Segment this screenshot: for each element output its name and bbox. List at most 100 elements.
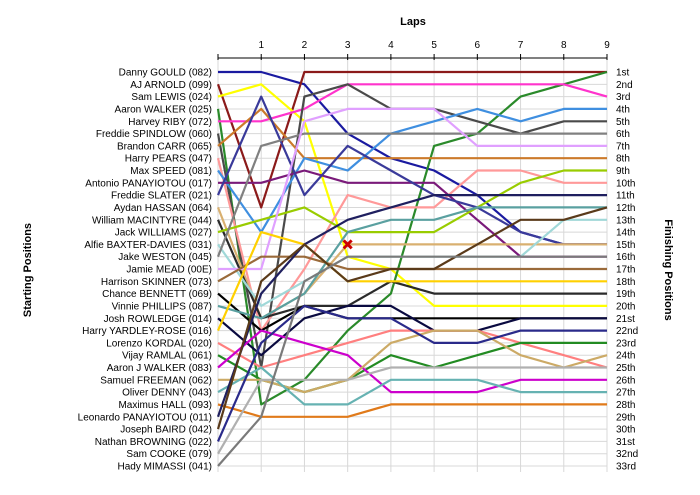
x-tick-label: 7 bbox=[518, 40, 524, 51]
starting-position-label: Antonio PANAYIOTOU (017) bbox=[85, 178, 212, 189]
finishing-position-label: 9th bbox=[616, 166, 630, 177]
finishing-position-label: 17th bbox=[616, 265, 635, 276]
series-line bbox=[217, 329, 607, 394]
finishing-position-label: 19th bbox=[616, 289, 635, 300]
finishing-position-label: 7th bbox=[616, 141, 630, 152]
finishing-position-label: 2nd bbox=[616, 80, 633, 91]
starting-position-label: Jack WILLIAMS (027) bbox=[115, 228, 212, 239]
retirement-marker bbox=[342, 239, 353, 250]
series-line bbox=[218, 107, 607, 271]
x-axis-title: Laps bbox=[400, 16, 426, 28]
starting-position-label: Josh ROWLEDGE (014) bbox=[104, 314, 212, 325]
starting-position-label: Aaron J WALKER (083) bbox=[107, 363, 212, 374]
series-line bbox=[217, 366, 607, 406]
starting-position-label: Aydan HASSAN (064) bbox=[114, 203, 212, 214]
finishing-position-label: 29th bbox=[616, 412, 635, 423]
finishing-position-label: 28th bbox=[616, 400, 635, 411]
finishing-position-label: 11th bbox=[616, 191, 635, 202]
finishing-position-label: 33rd bbox=[616, 462, 636, 473]
finishing-position-label: 5th bbox=[616, 117, 630, 128]
x-tick-label: 4 bbox=[388, 40, 394, 51]
starting-position-label: Brandon CARR (065) bbox=[117, 141, 212, 152]
series-line bbox=[217, 169, 607, 234]
x-tick-label: 1 bbox=[258, 40, 264, 51]
starting-position-label: Chance BENNETT (069) bbox=[102, 289, 212, 300]
axis-labels: 1 2 3 4 5 6 7 8 9 Danny GOULD (082)AJ ARNOLD (099… bbox=[78, 40, 639, 473]
finishing-position-label: 1st bbox=[616, 68, 630, 79]
starting-position-label: Vijay RAMLAL (061) bbox=[122, 351, 212, 362]
finishing-position-label: 21st bbox=[616, 314, 635, 325]
starting-position-label: Lorenzo KORDAL (020) bbox=[106, 338, 212, 349]
finishing-position-label: 18th bbox=[616, 277, 635, 288]
finishing-position-label: 22nd bbox=[616, 326, 638, 337]
starting-position-label: Joseph BAIRD (042) bbox=[120, 425, 212, 436]
finishing-position-label: 24th bbox=[616, 351, 635, 362]
finishing-position-label: 16th bbox=[616, 252, 635, 263]
series-line bbox=[217, 255, 607, 467]
starting-position-label: Danny GOULD (082) bbox=[119, 68, 212, 79]
starting-position-label: Oliver DENNY (043) bbox=[122, 388, 212, 399]
series-line bbox=[216, 206, 608, 430]
series-line bbox=[216, 219, 607, 320]
starting-position-label: Max SPEED (081) bbox=[130, 166, 212, 177]
finishing-position-label: 6th bbox=[616, 129, 630, 140]
series-line bbox=[216, 304, 607, 442]
markers bbox=[342, 239, 353, 250]
finishing-position-label: 3rd bbox=[616, 92, 630, 103]
y-axis-title-right: Finishing Positions bbox=[662, 219, 674, 320]
x-tick-label: 8 bbox=[561, 40, 567, 51]
starting-position-label: Nathan BROWNING (022) bbox=[95, 437, 212, 448]
series-line bbox=[217, 403, 607, 418]
starting-position-label: Hady MIMASSI (041) bbox=[118, 462, 212, 473]
series-line bbox=[216, 132, 607, 258]
starting-position-label: Aaron WALKER (025) bbox=[115, 104, 212, 115]
starting-position-label: Jamie MEAD (00E) bbox=[126, 265, 212, 276]
finishing-position-label: 14th bbox=[616, 228, 635, 239]
finishing-position-label: 31st bbox=[616, 437, 635, 448]
starting-position-label: Harry PEARS (047) bbox=[125, 154, 212, 165]
starting-position-label: Jake WESTON (045) bbox=[118, 252, 212, 263]
y-axis-title-left: Starting Positions bbox=[22, 223, 34, 317]
series-line bbox=[217, 206, 607, 320]
finishing-position-label: 4th bbox=[616, 104, 630, 115]
starting-position-label: William MACINTYRE (044) bbox=[92, 215, 212, 226]
finishing-position-label: 10th bbox=[616, 178, 635, 189]
starting-position-label: Sam LEWIS (024) bbox=[131, 92, 212, 103]
finishing-position-label: 26th bbox=[616, 375, 635, 386]
starting-position-label: Harrison SKINNER (073) bbox=[101, 277, 212, 288]
starting-position-label: Freddie SPINDLOW (060) bbox=[96, 129, 212, 140]
finishing-position-label: 12th bbox=[616, 203, 635, 214]
marker-stroke bbox=[342, 239, 353, 250]
x-tick-label: 3 bbox=[345, 40, 351, 51]
starting-position-label: AJ ARNOLD (099) bbox=[130, 80, 212, 91]
starting-position-label: Harvey RIBY (072) bbox=[128, 117, 212, 128]
series-line bbox=[217, 366, 607, 455]
series-line bbox=[218, 83, 608, 123]
starting-position-label: Vinnie PHILLIPS (087) bbox=[112, 301, 212, 312]
finishing-position-label: 15th bbox=[616, 240, 635, 251]
finishing-position-label: 30th bbox=[616, 425, 635, 436]
starting-position-label: Sam COOKE (079) bbox=[126, 449, 212, 460]
x-tick-label: 5 bbox=[431, 40, 437, 51]
series-line bbox=[216, 231, 607, 332]
series-line bbox=[217, 107, 607, 160]
finishing-position-label: 25th bbox=[616, 363, 635, 374]
series-line bbox=[216, 194, 607, 418]
starting-position-label: Harry YARDLEY-ROSE (016) bbox=[82, 326, 212, 337]
x-tick-label: 2 bbox=[302, 40, 308, 51]
finishing-position-label: 27th bbox=[616, 388, 635, 399]
x-tick-label: 9 bbox=[604, 40, 610, 51]
starting-position-label: Maximus HALL (093) bbox=[118, 400, 212, 411]
finishing-position-label: 23rd bbox=[616, 338, 636, 349]
starting-position-label: Freddie SLATER (021) bbox=[111, 191, 212, 202]
finishing-position-label: 32nd bbox=[616, 449, 638, 460]
starting-position-label: Samuel FREEMAN (062) bbox=[100, 375, 212, 386]
series-lines bbox=[216, 70, 608, 467]
x-tick-label: 6 bbox=[475, 40, 481, 51]
starting-position-label: Leonardo PANAYIOTOU (011) bbox=[78, 412, 212, 423]
starting-position-label: Alfie BAXTER-DAVIES (031) bbox=[84, 240, 212, 251]
finishing-position-label: 8th bbox=[616, 154, 630, 165]
finishing-position-label: 13th bbox=[616, 215, 635, 226]
finishing-position-label: 20th bbox=[616, 301, 635, 312]
